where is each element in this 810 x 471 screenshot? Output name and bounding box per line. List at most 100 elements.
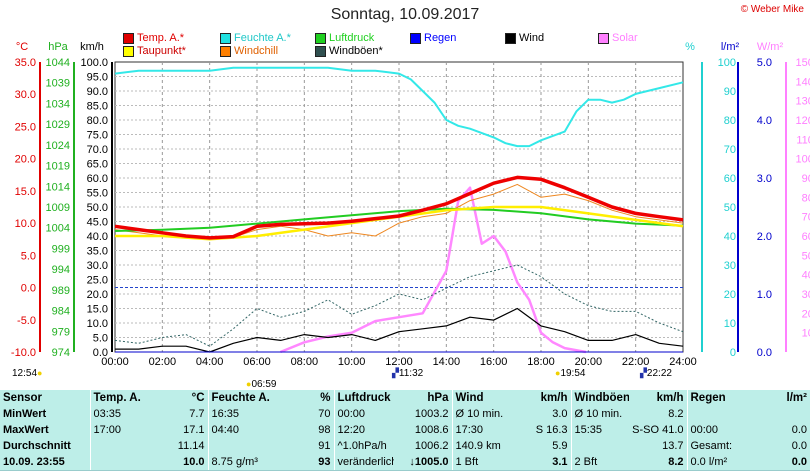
stats-cell: [89, 438, 145, 454]
header-sensor: Sensor: [3, 392, 42, 404]
rain-tick-label: 1.0: [757, 289, 772, 301]
legend-item: Temp. A.*: [123, 32, 184, 44]
press-tick-label: 1024: [46, 140, 70, 152]
sun-icon: ●: [246, 379, 252, 389]
stats-cell: 03:35: [89, 406, 145, 422]
header-temp-unit: °C: [191, 392, 205, 404]
solar-tick-label: 1500: [796, 57, 810, 69]
wind-tick-label: 75.0: [87, 130, 108, 142]
header-gust: Windböen: [570, 390, 629, 406]
stats-cell: 0.0: [791, 424, 807, 436]
temp-tick-label: 20.0: [15, 154, 36, 166]
hum-tick-label: 100: [718, 57, 736, 69]
hum-axis-label: %: [685, 41, 695, 53]
x-tick-label: 00:00: [101, 356, 129, 368]
legend-label: Windchill: [234, 45, 279, 57]
wind-tick-label: 30.0: [87, 260, 108, 272]
legend-label: Luftdruck: [329, 32, 375, 44]
stats-cell: 8.2: [629, 454, 687, 471]
stats-cell: ↓1005.0: [394, 454, 452, 471]
temp-tick-label: 0.0: [21, 283, 36, 295]
wind-tick-label: 60.0: [87, 173, 108, 185]
wind-tick-label: 55.0: [87, 188, 108, 200]
temp-tick-label: 10.0: [15, 218, 36, 230]
press-tick-label: 979: [52, 326, 70, 338]
legend-label: Temp. A.*: [137, 32, 185, 44]
press-axis-label: hPa: [48, 41, 68, 53]
solar-tick-label: 400: [802, 270, 810, 282]
legend-item: Windböen*: [315, 45, 383, 57]
x-tick-label: 20:00: [575, 356, 603, 368]
hum-tick-label: 60: [724, 173, 736, 185]
solar-tick-label: 700: [802, 212, 810, 224]
stats-cell: ^1.0hPa/h: [333, 438, 394, 454]
sun-icon: ●: [37, 368, 43, 378]
legend-label: Regen: [424, 32, 457, 44]
legend-swatch: [220, 45, 231, 57]
rain-tick-label: 2.0: [757, 231, 772, 243]
header-hum: Feuchte A.: [207, 390, 278, 406]
stats-cell: 13.7: [662, 440, 684, 452]
stats-cell: [207, 438, 278, 454]
rain-marker: ▞22:22: [640, 368, 672, 379]
stats-cell: veränderlich: [333, 454, 394, 471]
wind-tick-label: 80.0: [87, 115, 108, 127]
sun-marker: ●19:54: [555, 368, 585, 379]
legend-label: Taupunkt*: [137, 45, 186, 57]
wind-tick-label: 15.0: [87, 304, 108, 316]
stats-row: MaxWert 17:00 17.1 04:40 98 12:20 1008.6 17:30 S…: [0, 422, 810, 438]
stats-cell: 1008.6: [414, 424, 449, 436]
stats-cell: 17.1: [183, 424, 205, 436]
stats-cell: [750, 406, 810, 422]
stats-cell: Ø 10 min.: [451, 406, 514, 422]
stats-cell: 1003.2: [414, 408, 449, 420]
press-tick-label: 1019: [46, 161, 70, 173]
stats-cell: 91: [318, 440, 331, 452]
stats-cell: 0.0: [750, 454, 810, 471]
press-tick-label: 984: [52, 306, 70, 318]
wind-tick-label: 20.0: [87, 289, 108, 301]
stats-cell: 3.1: [514, 454, 571, 471]
press-tick-label: 1009: [46, 202, 70, 214]
hum-tick-label: 50: [724, 202, 736, 214]
wind-tick-label: 90.0: [87, 86, 108, 98]
solar-tick-label: 100: [802, 328, 810, 340]
header-wind: Wind: [451, 390, 514, 406]
rain-tick-label: 3.0: [757, 173, 772, 185]
x-tick-label: 18:00: [527, 356, 555, 368]
press-tick-label: 1014: [46, 181, 70, 193]
press-tick-label: 999: [52, 243, 70, 255]
temp-tick-label: 5.0: [21, 250, 36, 262]
stats-cell: 00:00: [333, 406, 394, 422]
solar-tick-label: 1400: [796, 76, 810, 88]
stats-cell: 0.0: [791, 440, 807, 452]
header-temp: Temp. A.: [89, 390, 145, 406]
wind-tick-label: 40.0: [87, 231, 108, 243]
press-tick-label: 1029: [46, 119, 70, 131]
stats-cell: 98: [318, 424, 331, 436]
solar-tick-label: 1100: [796, 134, 810, 146]
legend-swatch: [598, 32, 609, 44]
marker-time: 11:32: [398, 368, 424, 379]
copyright: © Weber Mike: [740, 4, 804, 15]
legend-swatch: [315, 45, 326, 57]
hum-tick-label: 90: [724, 86, 736, 98]
solar-tick-label: 800: [802, 192, 810, 204]
chart-title: Sonntag, 10.09.2017: [330, 6, 480, 23]
stats-cell: 17:30: [451, 422, 514, 438]
stats-cell: S 16.3: [535, 424, 568, 436]
wind-axis-label: km/h: [80, 41, 104, 53]
marker-time: 19:54: [560, 368, 586, 379]
x-tick-label: 16:00: [480, 356, 508, 368]
legend-swatch: [220, 32, 231, 44]
header-wind-unit: km/h: [540, 392, 568, 404]
legend-label: Solar: [612, 32, 638, 44]
wind-tick-label: 25.0: [87, 275, 108, 287]
stats-cell: 16:35: [207, 406, 278, 422]
wind-tick-label: 65.0: [87, 159, 108, 171]
legend-swatch: [505, 32, 516, 44]
wind-tick-label: 45.0: [87, 217, 108, 229]
x-tick-label: 08:00: [291, 356, 319, 368]
x-tick-label: 10:00: [338, 356, 366, 368]
press-tick-label: 994: [52, 264, 70, 276]
